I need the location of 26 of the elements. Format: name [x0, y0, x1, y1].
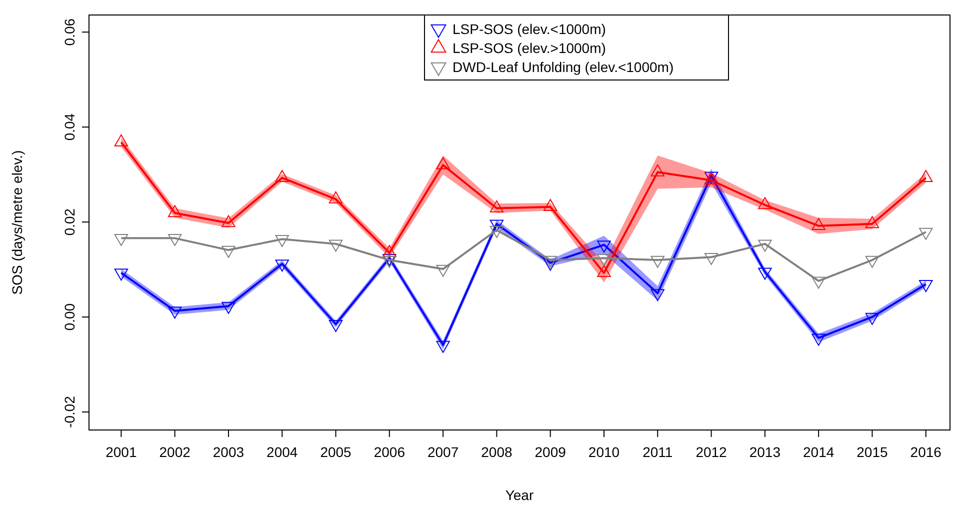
x-axis-title: Year [505, 487, 534, 503]
legend-label: DWD-Leaf Unfolding (elev.<1000m) [452, 59, 674, 75]
y-tick-label: 0.06 [62, 18, 78, 46]
x-tick-label: 2016 [910, 444, 942, 460]
x-tick-label: 2003 [212, 444, 244, 460]
y-tick-label: -0.02 [62, 396, 78, 428]
x-tick-label: 2015 [856, 444, 888, 460]
y-tick-label: 0.04 [62, 113, 78, 141]
x-tick-label: 2006 [374, 444, 406, 460]
x-tick-label: 2001 [106, 444, 137, 460]
x-tick-label: 2010 [588, 444, 620, 460]
x-tick-label: 2014 [802, 444, 834, 460]
x-tick-label: 2013 [749, 444, 781, 460]
legend-label: LSP-SOS (elev.<1000m) [452, 21, 606, 37]
x-tick-label: 2011 [642, 444, 673, 460]
x-tick-label: 2008 [481, 444, 512, 460]
x-tick-label: 2007 [427, 444, 459, 460]
x-tick-label: 2004 [266, 444, 298, 460]
x-tick-label: 2012 [696, 444, 728, 460]
x-tick-label: 2009 [534, 444, 566, 460]
y-tick-label: 0.00 [62, 303, 78, 331]
y-tick-label: 0.02 [62, 208, 78, 236]
x-tick-label: 2002 [159, 444, 191, 460]
x-tick-label: 2005 [320, 444, 352, 460]
legend-label: LSP-SOS (elev.>1000m) [452, 40, 606, 56]
y-axis-title: SOS (days/metre elev.) [9, 150, 25, 295]
